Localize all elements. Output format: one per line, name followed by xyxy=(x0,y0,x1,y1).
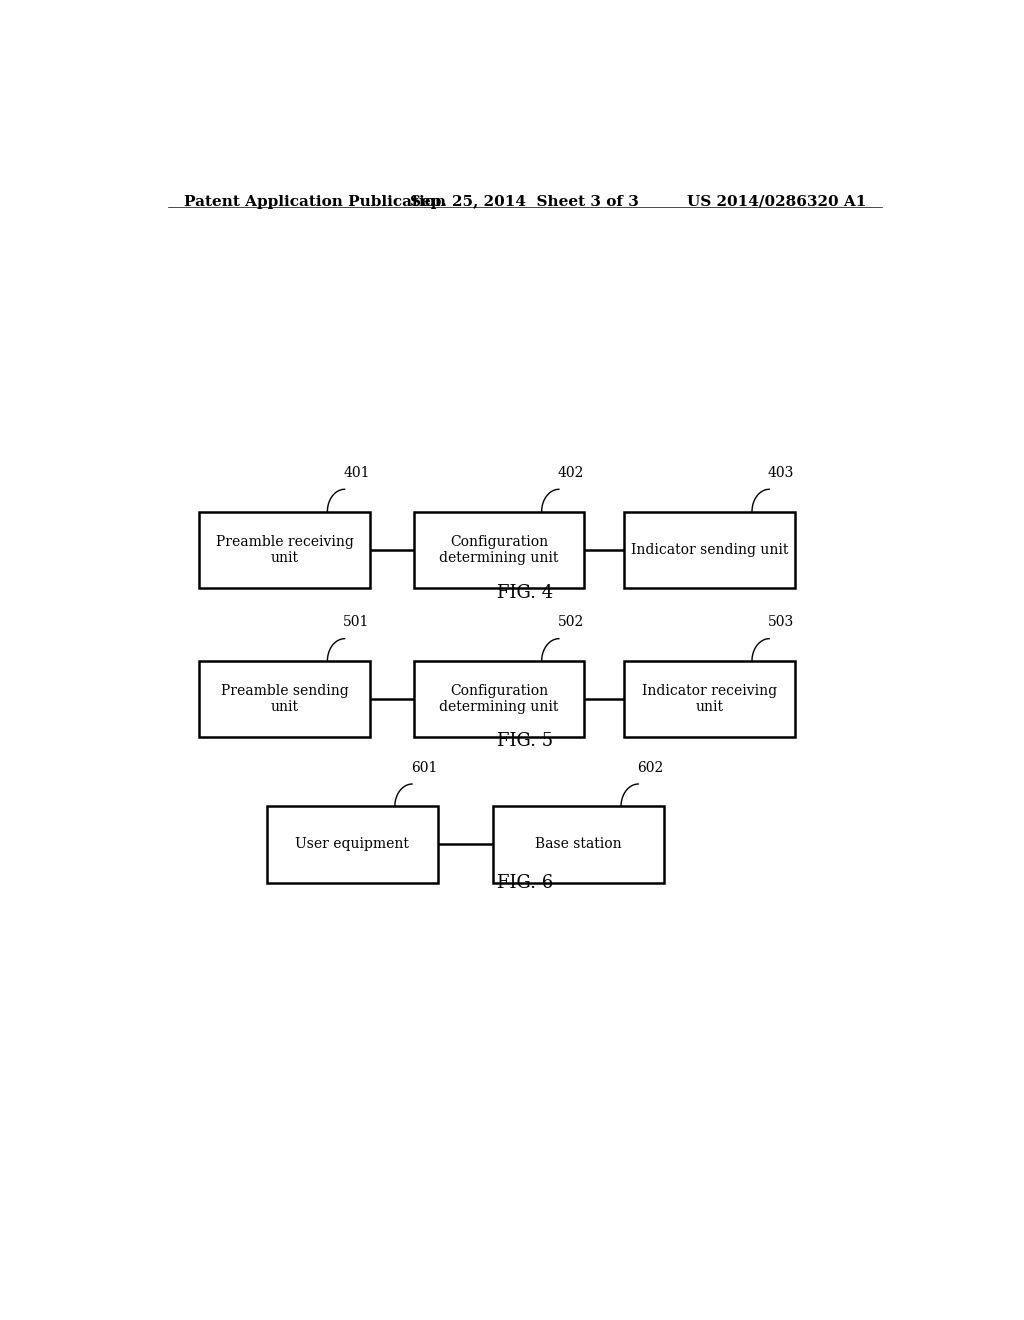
Text: 601: 601 xyxy=(411,760,437,775)
Bar xyxy=(414,512,585,587)
Text: FIG. 5: FIG. 5 xyxy=(497,731,553,750)
Bar xyxy=(624,661,795,738)
Text: Indicator sending unit: Indicator sending unit xyxy=(631,543,788,557)
Bar xyxy=(267,807,437,883)
Text: Sep. 25, 2014  Sheet 3 of 3: Sep. 25, 2014 Sheet 3 of 3 xyxy=(411,195,639,209)
Bar xyxy=(200,512,370,587)
Bar xyxy=(414,661,585,738)
Text: 602: 602 xyxy=(637,760,664,775)
Bar xyxy=(200,661,370,738)
Text: Preamble sending
unit: Preamble sending unit xyxy=(221,684,348,714)
Text: 501: 501 xyxy=(343,615,370,630)
Text: Indicator receiving
unit: Indicator receiving unit xyxy=(642,684,777,714)
Text: 401: 401 xyxy=(343,466,370,480)
Text: Preamble receiving
unit: Preamble receiving unit xyxy=(216,535,353,565)
Text: 502: 502 xyxy=(558,615,584,630)
Text: 503: 503 xyxy=(768,615,795,630)
Text: User equipment: User equipment xyxy=(295,837,410,851)
Text: Patent Application Publication: Patent Application Publication xyxy=(183,195,445,209)
Text: 403: 403 xyxy=(768,466,795,480)
Text: FIG. 6: FIG. 6 xyxy=(497,874,553,892)
Text: Configuration
determining unit: Configuration determining unit xyxy=(439,535,559,565)
Text: FIG. 4: FIG. 4 xyxy=(497,585,553,602)
Text: US 2014/0286320 A1: US 2014/0286320 A1 xyxy=(687,195,866,209)
Text: 402: 402 xyxy=(558,466,584,480)
Bar xyxy=(624,512,795,587)
Text: Base station: Base station xyxy=(536,837,622,851)
Text: Configuration
determining unit: Configuration determining unit xyxy=(439,684,559,714)
Bar xyxy=(494,807,664,883)
